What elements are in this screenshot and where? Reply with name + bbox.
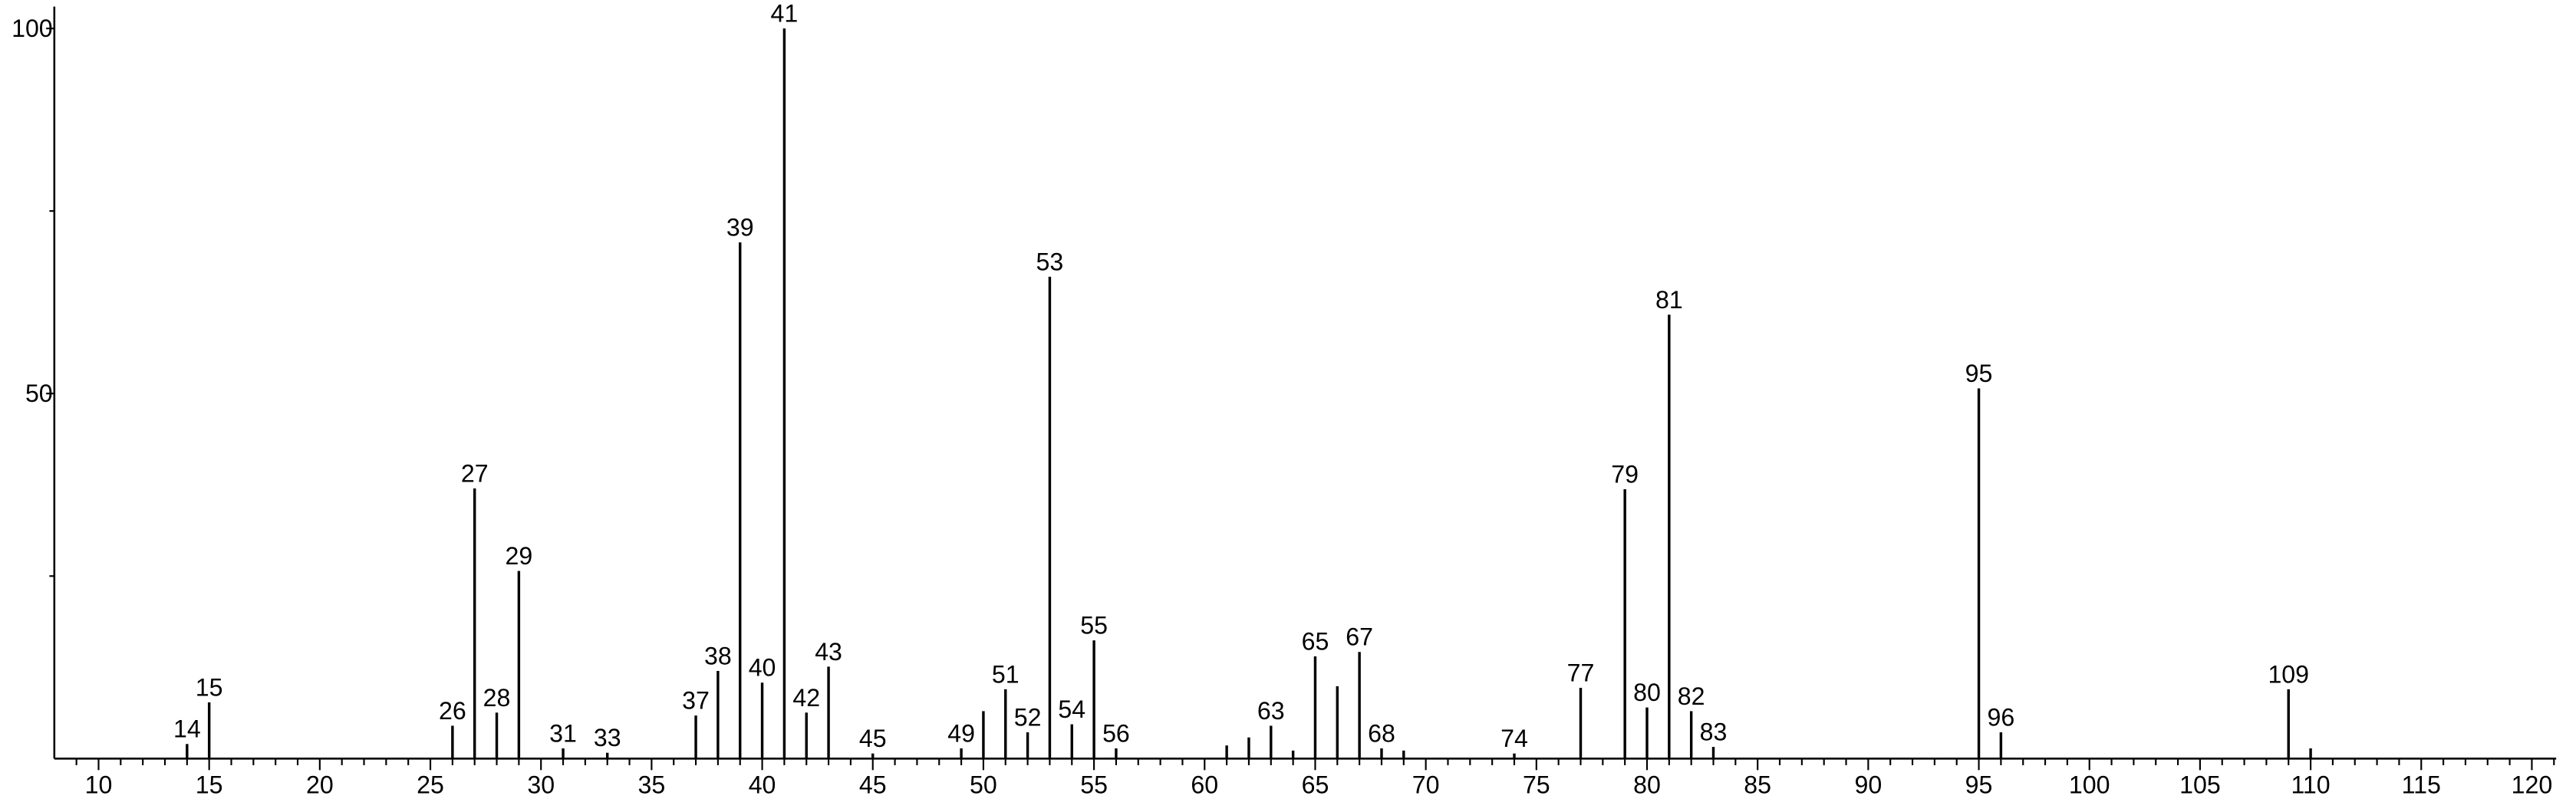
peak-label: 40 [749, 654, 776, 682]
peak-label: 80 [1633, 679, 1661, 706]
x-tick-label: 55 [1080, 771, 1108, 798]
y-tick-label: 100 [12, 15, 53, 42]
x-tick-label: 15 [196, 771, 223, 798]
x-tick-label: 30 [527, 771, 555, 798]
y-tick-label: 50 [25, 380, 53, 407]
x-tick-label: 100 [2069, 771, 2110, 798]
peak-label: 37 [682, 687, 710, 715]
x-tick-label: 75 [1523, 771, 1550, 798]
peak-label: 43 [815, 638, 842, 666]
x-tick-label: 120 [2512, 771, 2553, 798]
x-tick-label: 35 [638, 771, 666, 798]
x-tick-label: 105 [2179, 771, 2221, 798]
x-tick-label: 65 [1302, 771, 1329, 798]
peak-label: 33 [594, 724, 621, 751]
peak-label: 109 [2268, 660, 2309, 688]
peak-label: 52 [1014, 703, 1042, 731]
peak-label: 45 [859, 725, 887, 752]
peak-label: 27 [461, 459, 489, 487]
x-tick-label: 50 [970, 771, 997, 798]
peak-label: 83 [1700, 718, 1728, 746]
x-tick-label: 85 [1744, 771, 1771, 798]
x-tick-label: 25 [417, 771, 444, 798]
peak-label: 96 [1988, 703, 2015, 731]
peak-label: 95 [1965, 360, 1993, 387]
peak-label: 68 [1368, 719, 1395, 747]
x-tick-label: 80 [1633, 771, 1661, 798]
peak-label: 29 [506, 542, 533, 570]
peak-label: 26 [439, 697, 466, 725]
peak-label: 63 [1257, 697, 1285, 725]
peak-label: 41 [771, 0, 799, 28]
peak-label: 42 [792, 684, 820, 712]
peak-label: 53 [1036, 248, 1064, 275]
peak-label: 55 [1080, 612, 1108, 640]
peak-label: 81 [1655, 286, 1683, 314]
peak-label: 49 [947, 719, 975, 747]
peak-label: 56 [1102, 719, 1130, 747]
peak-label: 14 [173, 715, 201, 743]
x-tick-label: 110 [2291, 771, 2330, 798]
x-tick-label: 45 [859, 771, 887, 798]
peak-label: 28 [483, 684, 511, 712]
x-tick-label: 90 [1854, 771, 1882, 798]
x-tick-label: 70 [1412, 771, 1440, 798]
x-tick-label: 95 [1965, 771, 1993, 798]
peak-label: 67 [1346, 623, 1373, 651]
peak-label: 39 [726, 214, 754, 242]
peak-label: 51 [992, 660, 1020, 688]
peak-label: 38 [704, 642, 732, 669]
peak-label: 79 [1611, 460, 1639, 488]
x-tick-label: 115 [2402, 771, 2441, 798]
peak-label: 82 [1678, 682, 1705, 710]
x-tick-label: 10 [85, 771, 113, 798]
peak-label: 54 [1058, 695, 1085, 723]
peak-label: 77 [1567, 659, 1595, 686]
peak-label: 74 [1500, 725, 1528, 752]
peak-label: 31 [549, 719, 577, 747]
x-tick-label: 40 [749, 771, 776, 798]
x-tick-label: 60 [1191, 771, 1218, 798]
x-tick-label: 20 [306, 771, 334, 798]
peak-label: 15 [196, 673, 223, 701]
peak-label: 65 [1302, 627, 1329, 655]
